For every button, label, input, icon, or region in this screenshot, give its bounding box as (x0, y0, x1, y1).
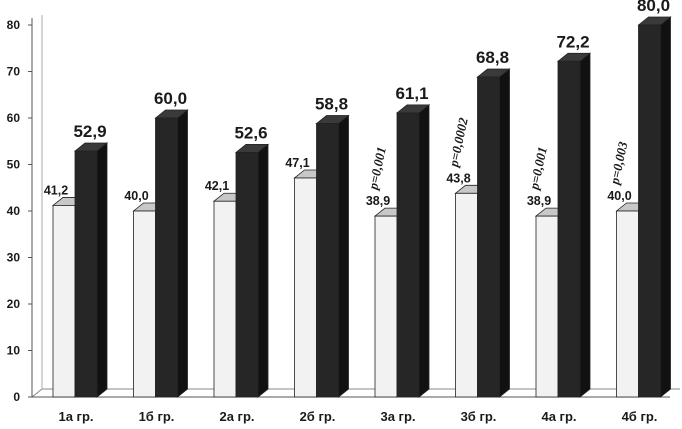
y-tick-label: 80 (7, 18, 21, 32)
value-label-dark: 52,9 (73, 122, 106, 141)
bars (51, 16, 672, 398)
y-tick-label: 20 (7, 297, 21, 311)
bar-front (477, 76, 500, 398)
bar-dark (395, 104, 431, 398)
category-label: 4а гр. (541, 409, 576, 424)
bar-side (579, 52, 591, 398)
value-label-light: 43,8 (446, 171, 470, 185)
category-label: 3а гр. (380, 409, 415, 424)
value-label-light: 40,0 (607, 189, 631, 203)
category-label: 1б гр. (139, 409, 175, 424)
p-value-annotation: p=0,001 (365, 145, 389, 191)
bar-front (616, 210, 639, 398)
bar-front (235, 152, 259, 398)
bar-front (74, 150, 98, 398)
floor-side-line (31, 388, 43, 398)
y-tick-label: 60 (7, 111, 21, 125)
bar-dark (315, 114, 350, 398)
bar-side (257, 143, 269, 398)
axes: 0 10 20 30 40 50 60 70 80 (7, 15, 680, 404)
p-value-annotation: p=0,003 (607, 140, 631, 187)
bar-front (316, 123, 339, 398)
y-tick-label: 50 (7, 158, 21, 172)
value-label-light: 38,9 (527, 194, 551, 208)
value-label-light: 47,1 (285, 156, 309, 170)
bar-side (660, 16, 671, 398)
bar-front (396, 112, 420, 398)
bar-side (96, 142, 108, 398)
bar-front (294, 177, 317, 398)
bar-side (499, 68, 510, 398)
y-tick-label: 70 (7, 65, 21, 79)
value-label-light: 40,0 (124, 189, 148, 203)
bar-front (374, 215, 398, 398)
y-tick-label: 30 (7, 251, 21, 265)
bar-dark (476, 68, 511, 398)
bar-front (52, 205, 76, 398)
bar-dark (637, 16, 672, 398)
y-tick-label: 0 (13, 390, 20, 404)
bar-dark (154, 109, 189, 398)
value-label-dark: 68,8 (476, 48, 509, 67)
bar-front (535, 215, 559, 398)
bar-front (455, 192, 478, 398)
bar-side (177, 109, 188, 398)
bar-dark (73, 142, 109, 398)
category-label: 2б гр. (300, 409, 336, 424)
category-label: 3б гр. (461, 409, 497, 424)
value-label-light: 38,9 (366, 194, 390, 208)
value-label-light: 42,1 (205, 179, 229, 193)
bar-front (557, 60, 581, 398)
category-label: 4б гр. (622, 409, 658, 424)
value-label-dark: 60,0 (154, 89, 187, 108)
bar-front (155, 117, 178, 398)
category-label: 1а гр. (58, 409, 93, 424)
bar-side (418, 104, 430, 398)
bar-side (338, 114, 349, 398)
bar-front (638, 24, 661, 398)
value-label-dark: 52,6 (234, 123, 267, 142)
bar-dark (234, 143, 270, 398)
bar-dark (556, 52, 592, 398)
p-value-annotation: p=0,0002 (446, 116, 471, 169)
bar-front (133, 210, 156, 398)
bar-front (213, 200, 237, 398)
y-tick-label: 40 (7, 204, 21, 218)
value-label-dark: 80,0 (637, 0, 670, 15)
value-label-dark: 58,8 (315, 95, 348, 114)
y-tick-label: 10 (7, 344, 21, 358)
p-value-annotation: p=0,001 (526, 145, 550, 191)
value-label-dark: 61,1 (395, 84, 428, 103)
value-label-light: 41,2 (44, 183, 68, 197)
value-label-dark: 72,2 (556, 32, 589, 51)
category-label: 2а гр. (219, 409, 254, 424)
